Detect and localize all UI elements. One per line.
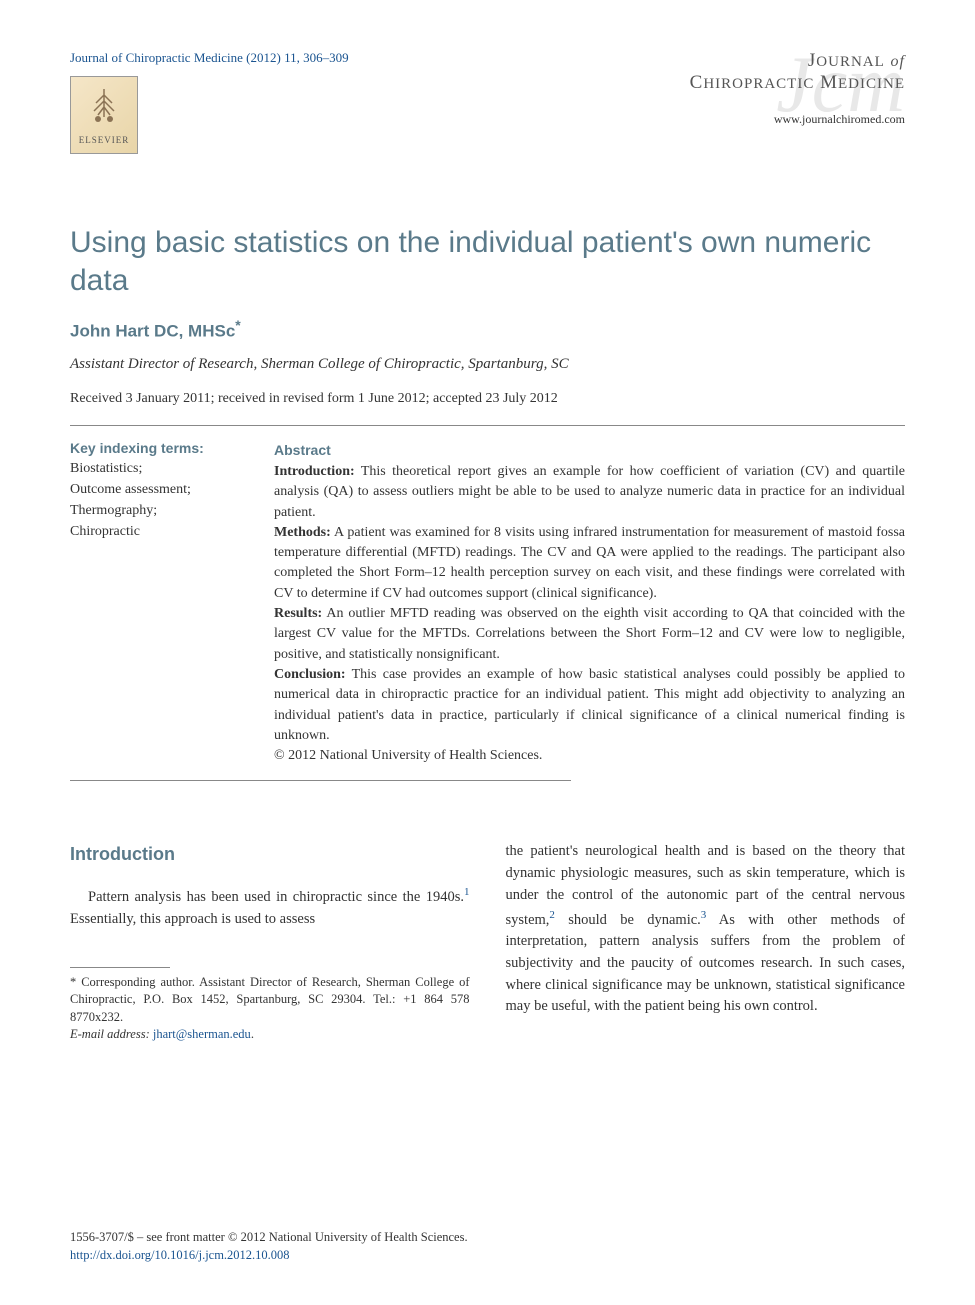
abstract-methods: Methods: A patient was examined for 8 vi… xyxy=(274,523,905,604)
article-authors: John Hart DC, MHSc* xyxy=(70,317,905,342)
abstract-results-label: Results: xyxy=(274,606,322,621)
intro-paragraph-1-cont: the patient's neurological health and is… xyxy=(506,841,906,1018)
abstract-conclusion: Conclusion: This case provides an exampl… xyxy=(274,665,905,746)
page-header: Journal of Chiropractic Medicine (2012) … xyxy=(70,50,905,154)
elsevier-tree-icon xyxy=(84,85,124,133)
journal-reference: Journal of Chiropractic Medicine (2012) … xyxy=(70,50,349,66)
publisher-block: Journal of Chiropractic Medicine (2012) … xyxy=(70,50,349,154)
intro-paragraph-1: Pattern analysis has been used in chirop… xyxy=(70,884,470,930)
column-left: Introduction Pattern analysis has been u… xyxy=(70,841,470,1043)
footnote-text: * Corresponding author. Assistant Direct… xyxy=(70,974,470,1027)
footnote-rule xyxy=(70,967,170,968)
abstract-heading: Abstract xyxy=(274,440,905,460)
journal-logo-text: JOURNAL of CHIROPRACTIC MEDICINE xyxy=(690,50,905,94)
journal-name-line2: CHIROPRACTIC MEDICINE xyxy=(690,72,905,93)
journal-logo-block: Jcm JOURNAL of CHIROPRACTIC MEDICINE www… xyxy=(690,50,905,127)
article-title: Using basic statistics on the individual… xyxy=(70,224,905,299)
abstract-intro: Introduction: This theoretical report gi… xyxy=(274,462,905,523)
divider-top xyxy=(70,425,905,426)
journal-of: of xyxy=(891,53,905,70)
footnote-email-row: E-mail address: jhart@sherman.edu. xyxy=(70,1026,470,1044)
publisher-name: ELSEVIER xyxy=(79,135,130,145)
corresponding-author-footnote: * Corresponding author. Assistant Direct… xyxy=(70,974,470,1044)
abstract-results-text: An outlier MFTD reading was observed on … xyxy=(274,606,905,662)
elsevier-logo: ELSEVIER xyxy=(70,76,138,154)
abstract-intro-label: Introduction: xyxy=(274,464,355,479)
email-link[interactable]: jhart@sherman.edu xyxy=(153,1027,251,1041)
abstract-methods-text: A patient was examined for 8 visits usin… xyxy=(274,525,905,601)
keywords-column: Key indexing terms: Biostatistics; Outco… xyxy=(70,440,250,767)
issn-line: 1556-3707/$ – see front matter © 2012 Na… xyxy=(70,1228,905,1247)
introduction-heading: Introduction xyxy=(70,841,470,868)
body-columns: Introduction Pattern analysis has been u… xyxy=(70,841,905,1043)
keywords-list: Biostatistics; Outcome assessment; Therm… xyxy=(70,458,250,542)
author-name: John Hart DC, MHSc xyxy=(70,322,235,341)
abstract-block: Key indexing terms: Biostatistics; Outco… xyxy=(70,440,905,767)
keywords-heading: Key indexing terms: xyxy=(70,440,250,456)
abstract-conclusion-text: This case provides an example of how bas… xyxy=(274,667,905,743)
col2-p1-text-b: should be dynamic. xyxy=(555,911,701,927)
doi-link[interactable]: http://dx.doi.org/10.1016/j.jcm.2012.10.… xyxy=(70,1246,905,1265)
email-label: E-mail address: xyxy=(70,1027,150,1041)
article-dates: Received 3 January 2011; received in rev… xyxy=(70,391,905,407)
abstract-results: Results: An outlier MFTD reading was obs… xyxy=(274,604,905,665)
column-right: the patient's neurological health and is… xyxy=(506,841,906,1043)
abstract-copyright: © 2012 National University of Health Sci… xyxy=(274,746,905,766)
intro-p1-text-a: Pattern analysis has been used in chirop… xyxy=(88,889,464,905)
intro-p1-text-b: Essentially, this approach is used to as… xyxy=(70,911,315,927)
page-footer: 1556-3707/$ – see front matter © 2012 Na… xyxy=(70,1228,905,1266)
author-corresponding-marker: * xyxy=(235,317,240,333)
abstract-column: Abstract Introduction: This theoretical … xyxy=(274,440,905,767)
author-affiliation: Assistant Director of Research, Sherman … xyxy=(70,356,905,373)
divider-bottom xyxy=(70,780,571,781)
abstract-conclusion-label: Conclusion: xyxy=(274,667,346,682)
abstract-methods-label: Methods: xyxy=(274,525,331,540)
reference-link-1[interactable]: 1 xyxy=(464,886,470,898)
abstract-intro-text: This theoretical report gives an example… xyxy=(274,464,905,520)
journal-word: JOURNAL xyxy=(808,50,885,71)
